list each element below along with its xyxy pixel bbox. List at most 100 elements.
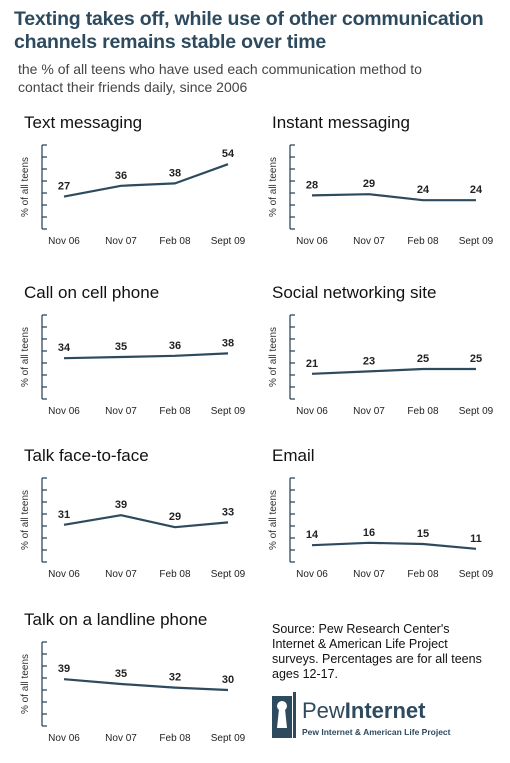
title-line-1: Texting takes off, while use of other co… — [14, 8, 484, 30]
x-tick-label: Nov 07 — [105, 236, 137, 247]
data-label: 39 — [115, 499, 127, 511]
series-line — [311, 193, 476, 202]
chart-talk-face-to-face: Talk face-to-face % of all teens 31 39 29 33… — [18, 446, 248, 596]
keyhole-icon — [272, 692, 296, 738]
page-subtitle: the % of all teens who have used each co… — [18, 60, 498, 96]
x-tick-label: Sept 09 — [211, 733, 246, 744]
logo-word-bold: Internet — [344, 698, 426, 723]
data-label: 16 — [363, 527, 375, 539]
data-label: 25 — [417, 353, 429, 365]
x-tick-label: Sept 09 — [459, 569, 494, 580]
title-line-2: channels remains stable over time — [14, 31, 327, 53]
chart-title: Call on cell phone — [24, 283, 160, 302]
chart-title: Instant messaging — [272, 113, 410, 132]
data-label: 11 — [470, 533, 482, 545]
x-tick-label: Sept 09 — [459, 406, 494, 417]
data-label: 36 — [115, 170, 127, 182]
data-label: 29 — [169, 511, 181, 523]
chart-plot: % of all teens 34 35 36 38 Nov 06 Nov 07 Feb 08… — [20, 314, 246, 417]
x-tick-label: Nov 06 — [296, 569, 328, 580]
series-line — [311, 367, 476, 375]
data-label: 54 — [222, 148, 235, 160]
series-line — [63, 163, 229, 198]
x-tick-label: Feb 08 — [159, 733, 191, 744]
x-tick-label: Sept 09 — [211, 406, 246, 417]
data-label: 34 — [58, 342, 71, 354]
pew-internet-logo: PewInternet Pew Internet & American Life… — [272, 690, 492, 740]
chart-talk-on-landline-phone: Talk on a landline phone % of all teens 3… — [18, 610, 248, 760]
x-tick-label: Feb 08 — [407, 406, 439, 417]
x-tick-label: Nov 07 — [105, 569, 137, 580]
chart-plot: % of all teens 21 23 25 25 Nov 06 Nov 07 Feb 08… — [268, 314, 494, 417]
data-label: 31 — [58, 509, 70, 521]
chart-title: Social networking site — [272, 283, 437, 302]
subtitle-line-1: the % of all teens who have used each co… — [18, 61, 422, 77]
series-line — [63, 678, 229, 692]
logo-subtitle: Pew Internet & American Life Project — [302, 727, 451, 737]
series-line — [311, 541, 477, 550]
y-axis-label: % of all teens — [268, 157, 279, 217]
x-tick-label: Nov 06 — [48, 236, 80, 247]
x-tick-label: Feb 08 — [407, 569, 439, 580]
x-tick-label: Nov 07 — [105, 406, 137, 417]
series-line — [63, 514, 229, 529]
x-tick-label: Nov 06 — [296, 236, 328, 247]
data-label: 28 — [306, 179, 318, 191]
chart-title: Text messaging — [24, 113, 143, 132]
x-tick-label: Nov 07 — [353, 236, 385, 247]
data-label: 24 — [417, 184, 430, 196]
data-label: 38 — [169, 167, 181, 179]
x-tick-label: Nov 06 — [296, 406, 328, 417]
y-axis-label: % of all teens — [20, 490, 31, 550]
x-tick-label: Feb 08 — [159, 569, 191, 580]
y-axis-label: % of all teens — [268, 327, 279, 387]
y-axis-label: % of all teens — [268, 490, 279, 550]
x-tick-label: Sept 09 — [211, 236, 246, 247]
data-label: 35 — [115, 668, 127, 680]
data-label: 38 — [222, 337, 234, 349]
x-tick-label: Nov 07 — [353, 569, 385, 580]
x-tick-label: Sept 09 — [211, 569, 246, 580]
chart-title: Talk on a landline phone — [24, 610, 208, 629]
source-note: Source: Pew Research Center's Internet &… — [272, 622, 482, 681]
data-label: 15 — [417, 528, 429, 540]
data-label: 23 — [363, 355, 375, 367]
x-tick-label: Nov 06 — [48, 406, 80, 417]
data-label: 25 — [470, 353, 482, 365]
page-title: Texting takes off, while use of other co… — [14, 8, 504, 54]
data-label: 24 — [470, 184, 483, 196]
chart-plot: % of all teens 28 29 24 24 Nov 06 Nov 07 Feb 08… — [268, 144, 494, 247]
subtitle-line-2: contact their friends daily, since 2006 — [18, 79, 248, 95]
chart-text-messaging: Text messaging % of all teens 27 36 38 54 Nov… — [18, 113, 248, 263]
data-label: 27 — [58, 181, 70, 193]
chart-plot: % of all teens 14 16 15 11 Nov 06 Nov 07 Feb 08… — [268, 477, 494, 580]
chart-instant-messaging: Instant messaging % of all teens 28 29 24 24… — [266, 113, 496, 263]
data-label: 29 — [363, 178, 375, 190]
y-axis-label: % of all teens — [20, 654, 31, 714]
chart-plot: % of all teens 27 36 38 54 Nov 06 Nov 07 Feb 08… — [20, 144, 246, 247]
chart-plot: % of all teens 39 35 32 30 Nov 06 Nov 07 Feb 08… — [20, 641, 246, 744]
chart-email: Email % of all teens 14 16 15 11 Nov 06 Nov 07… — [266, 446, 496, 596]
data-label: 35 — [115, 341, 127, 353]
x-tick-label: Feb 08 — [159, 236, 191, 247]
data-label: 36 — [169, 340, 181, 352]
chart-title: Talk face-to-face — [24, 446, 149, 465]
chart-social-networking-site: Social networking site % of all teens 21 2… — [266, 283, 496, 433]
chart-title: Email — [272, 446, 315, 465]
x-tick-label: Nov 06 — [48, 733, 80, 744]
chart-call-on-cell-phone: Call on cell phone % of all teens 34 35 36 3… — [18, 283, 248, 433]
y-axis-label: % of all teens — [20, 157, 31, 217]
logo-wordmark: PewInternet — [302, 698, 425, 724]
data-label: 33 — [222, 506, 234, 518]
x-tick-label: Nov 07 — [105, 733, 137, 744]
data-label: 21 — [306, 358, 318, 370]
x-tick-label: Feb 08 — [407, 236, 439, 247]
data-label: 30 — [222, 674, 234, 686]
chart-plot: % of all teens 31 39 29 33 Nov 06 Nov 07 Feb 08… — [20, 477, 246, 580]
data-label: 14 — [306, 529, 319, 541]
x-tick-label: Nov 06 — [48, 569, 80, 580]
y-axis-label: % of all teens — [20, 327, 31, 387]
x-tick-label: Sept 09 — [459, 236, 494, 247]
data-label: 32 — [169, 672, 181, 684]
data-label: 39 — [58, 663, 70, 675]
